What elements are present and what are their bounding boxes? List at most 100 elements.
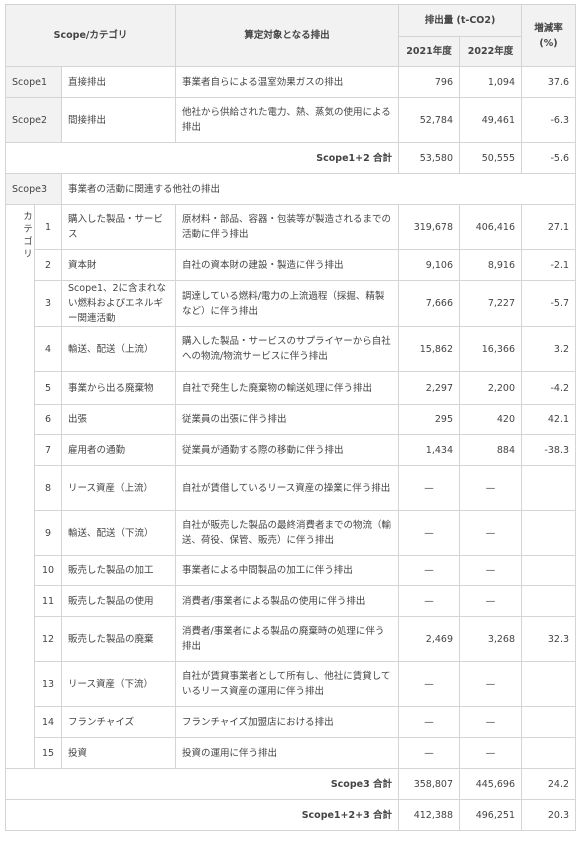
category-rate xyxy=(521,661,577,707)
category-2021: 295 xyxy=(398,404,460,435)
scope2-label: 間接排出 xyxy=(61,97,176,143)
category-2022: — xyxy=(458,465,523,511)
category-row: 13 リース資産（下流） 自社が賃貸事業者として所有し、他社に賃貸しているリース資産… xyxy=(6,661,577,707)
category-2021: 15,862 xyxy=(398,326,460,372)
category-2022: 7,227 xyxy=(458,280,523,327)
scope1-label: 直接排出 xyxy=(61,66,176,98)
category-2022: — xyxy=(458,510,523,556)
category-2021: — xyxy=(398,737,460,769)
scope3-total-label: Scope3 合計 xyxy=(5,768,399,800)
category-2021: — xyxy=(398,706,460,738)
category-2021: 2,469 xyxy=(398,616,460,662)
category-rate xyxy=(521,585,577,617)
scope1-rate: 37.6 xyxy=(521,66,577,98)
category-2021: 9,106 xyxy=(398,249,460,281)
category-2021: — xyxy=(398,661,460,707)
category-rate: -5.7 xyxy=(521,280,577,327)
category-row: 11 販売した製品の使用 消費者/事業者による製品の使用に伴う排出 — — xyxy=(6,585,577,617)
category-desc: 自社の資本財の建設・製造に伴う排出 xyxy=(175,249,399,281)
category-rate: 3.2 xyxy=(521,326,577,372)
category-row: 15 投資 投資の運用に伴う排出 — — xyxy=(6,737,577,769)
scope2-row: Scope2 間接排出 他社から供給された電力、熱、蒸気の使用による排出 52,… xyxy=(5,97,577,143)
scope123-total-2022: 496,251 xyxy=(458,799,523,831)
category-desc: 消費者/事業者による製品の使用に伴う排出 xyxy=(175,585,399,617)
category-number: 6 xyxy=(34,404,62,435)
category-rate: 27.1 xyxy=(521,204,577,250)
category-2022: 420 xyxy=(458,404,523,435)
category-number: 7 xyxy=(34,434,62,466)
scope3-total-2021: 358,807 xyxy=(398,768,460,800)
scope3-name: Scope3 xyxy=(5,173,62,205)
category-row: 9 輸送、配送（下流） 自社が販売した製品の最終消費者までの物流（輸送、荷役、保管、… xyxy=(6,510,577,556)
category-2022: 406,416 xyxy=(458,204,523,250)
category-rate: -2.1 xyxy=(521,249,577,281)
category-2022: 884 xyxy=(458,434,523,466)
scope3-label: 事業者の活動に関連する他社の排出 xyxy=(60,173,577,205)
category-name: 雇用者の通勤 xyxy=(61,434,176,466)
category-desc: 自社が賃貸事業者として所有し、他社に賃貸しているリース資産の運用に伴う排出 xyxy=(175,661,399,707)
category-number: 4 xyxy=(34,326,62,372)
category-name: 販売した製品の加工 xyxy=(61,555,176,586)
category-2021: — xyxy=(398,465,460,511)
category-number: 14 xyxy=(34,706,62,738)
scope1-2022: 1,094 xyxy=(458,66,523,98)
scope2-name: Scope2 xyxy=(5,97,62,143)
category-name: 資本財 xyxy=(61,249,176,281)
category-2021: 319,678 xyxy=(398,204,460,250)
category-desc: 自社で発生した廃棄物の輸送処理に伴う排出 xyxy=(175,371,399,405)
category-name: 輸送、配送（上流） xyxy=(61,326,176,372)
header-year-2022: 2022年度 xyxy=(458,36,523,67)
category-rate xyxy=(521,737,577,769)
category-rate: 42.1 xyxy=(521,404,577,435)
category-name: Scope1、2に含まれない燃料およびエネルギー関連活動 xyxy=(61,280,176,327)
category-row: 3 Scope1、2に含まれない燃料およびエネルギー関連活動 調達している燃料/電力… xyxy=(6,280,577,327)
scope2-desc: 他社から供給された電力、熱、蒸気の使用による排出 xyxy=(175,97,399,143)
category-row: 8 リース資産（上流） 自社が賃借しているリース資産の操業に伴う排出 — — xyxy=(6,465,577,511)
category-desc: 従業員の出張に伴う排出 xyxy=(175,404,399,435)
category-rate xyxy=(521,706,577,738)
category-2022: 16,366 xyxy=(458,326,523,372)
category-desc: 自社が販売した製品の最終消費者までの物流（輸送、荷役、保管、販売）に伴う排出 xyxy=(175,510,399,556)
scope3-total-2022: 445,696 xyxy=(458,768,523,800)
category-row: 5 事業から出る廃棄物 自社で発生した廃棄物の輸送処理に伴う排出 2,297 2,200… xyxy=(6,371,577,405)
header-emissions: 排出量 (t-CO2) xyxy=(397,4,523,37)
category-desc: 自社が賃借しているリース資産の操業に伴う排出 xyxy=(175,465,399,511)
scope1-desc: 事業者自らによる温室効果ガスの排出 xyxy=(175,66,399,98)
category-name: 購入した製品・サービス xyxy=(61,204,176,250)
category-number: 2 xyxy=(34,249,62,281)
category-number: 13 xyxy=(34,661,62,707)
category-name: フランチャイズ xyxy=(61,706,176,738)
category-desc: 消費者/事業者による製品の廃棄時の処理に伴う排出 xyxy=(175,616,399,662)
category-desc: 原材料・部品、容器・包装等が製造されるまでの活動に伴う排出 xyxy=(175,204,399,250)
scope1-row: Scope1 直接排出 事業者自らによる温室効果ガスの排出 796 1,094 … xyxy=(5,66,577,98)
category-name: リース資産（上流） xyxy=(61,465,176,511)
scope12-total-2021: 53,580 xyxy=(398,142,460,174)
category-row: 14 フランチャイズ フランチャイズ加盟店における排出 — — xyxy=(6,706,577,738)
category-number: 5 xyxy=(34,371,62,405)
category-2021: 7,666 xyxy=(398,280,460,327)
category-number: 9 xyxy=(34,510,62,556)
scope12-total-label: Scope1+2 合計 xyxy=(5,142,399,174)
category-row: 10 販売した製品の加工 事業者による中間製品の加工に伴う排出 — — xyxy=(6,555,577,586)
category-2021: — xyxy=(398,555,460,586)
category-2022: — xyxy=(458,737,523,769)
scope3-total-row: Scope3 合計 358,807 445,696 24.2 xyxy=(5,768,577,800)
category-2021: — xyxy=(398,510,460,556)
category-name: 輸送、配送（下流） xyxy=(61,510,176,556)
category-2021: 2,297 xyxy=(398,371,460,405)
scope2-2021: 52,784 xyxy=(398,97,460,143)
header-rate: 増減率 (%) xyxy=(521,4,577,67)
header-scope-category: Scope/カテゴリ xyxy=(5,4,176,67)
category-number: 3 xyxy=(34,280,62,327)
category-name: 事業から出る廃棄物 xyxy=(61,371,176,405)
category-2022: — xyxy=(458,585,523,617)
scope3-row: Scope3 事業者の活動に関連する他社の排出 xyxy=(5,173,577,205)
category-2021: — xyxy=(398,585,460,617)
scope12-total-row: Scope1+2 合計 53,580 50,555 -5.6 xyxy=(5,142,577,174)
scope123-total-row: Scope1+2+3 合計 412,388 496,251 20.3 xyxy=(5,799,577,831)
category-desc: 事業者による中間製品の加工に伴う排出 xyxy=(175,555,399,586)
category-number: 12 xyxy=(34,616,62,662)
scope2-rate: -6.3 xyxy=(521,97,577,143)
category-row: 12 販売した製品の廃棄 消費者/事業者による製品の廃棄時の処理に伴う排出 2,469… xyxy=(6,616,577,662)
category-row: 6 出張 従業員の出張に伴う排出 295 420 42.1 xyxy=(6,404,577,435)
